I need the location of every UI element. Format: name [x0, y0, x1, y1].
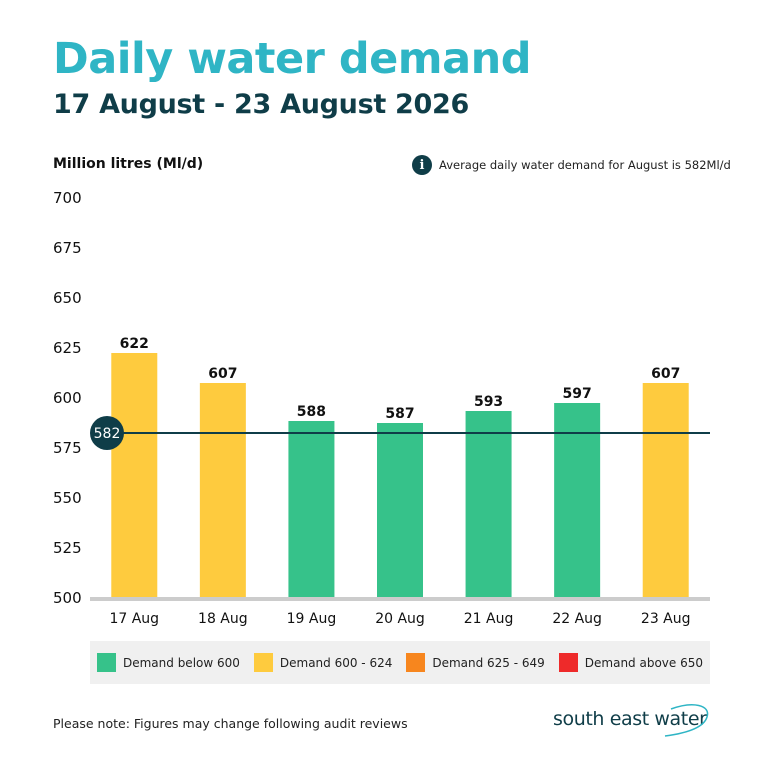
bar — [642, 383, 689, 597]
legend-item: Demand 625 - 649 — [406, 653, 545, 672]
info-icon: i — [412, 155, 432, 175]
x-tick-label: 23 Aug — [641, 611, 691, 627]
bar-value-label: 597 — [563, 386, 592, 402]
y-tick-label: 650 — [53, 289, 82, 307]
y-tick-label: 500 — [53, 589, 82, 607]
x-tick-label: 22 Aug — [552, 611, 602, 627]
bar-value-label: 607 — [651, 366, 680, 382]
bar-value-label: 587 — [385, 406, 414, 422]
y-tick-label: 525 — [53, 539, 82, 557]
y-tick-label: 675 — [53, 239, 82, 257]
bar — [288, 421, 335, 597]
bar — [199, 383, 246, 597]
legend-item: Demand above 650 — [558, 653, 703, 672]
bar — [377, 423, 423, 597]
chart-subtitle: 17 August - 23 August 2026 — [53, 89, 469, 120]
average-badge — [90, 416, 124, 450]
legend-swatch — [253, 653, 273, 672]
legend-label: Demand 600 - 624 — [279, 655, 393, 670]
y-axis-unit-label: Million litres (Ml/d) — [53, 156, 204, 172]
bar-value-label: 593 — [474, 394, 503, 410]
y-tick-label: 550 — [53, 489, 82, 507]
bar — [465, 411, 512, 597]
south-east-water-logo: south east water — [553, 700, 718, 740]
y-tick-label: 575 — [53, 439, 82, 457]
bar-value-label: 622 — [120, 336, 149, 352]
x-tick-label: 20 Aug — [375, 611, 425, 627]
legend-swatch — [96, 653, 116, 672]
average-note: i Average daily water demand for August … — [412, 155, 731, 175]
legend-label: Demand 625 - 649 — [432, 655, 545, 670]
legend-label: Demand below 600 — [122, 655, 240, 670]
legend: Demand below 600 Demand 600 - 624 Demand 6… — [90, 641, 710, 684]
y-tick-label: 625 — [53, 339, 82, 357]
chart-title: Daily water demand — [53, 34, 531, 84]
legend-item: Demand 600 - 624 — [253, 653, 393, 672]
bar — [554, 403, 601, 597]
average-note-text: Average daily water demand for August is… — [439, 158, 731, 172]
legend-label: Demand above 650 — [584, 655, 703, 670]
bar-value-label: 607 — [208, 366, 237, 382]
x-tick-label: 21 Aug — [464, 611, 514, 627]
average-badge-label: 582 — [94, 426, 121, 442]
logo-text: south east water — [553, 708, 707, 730]
y-tick-label: 700 — [53, 189, 82, 207]
bar — [111, 353, 158, 597]
audit-note: Please note: Figures may change followin… — [53, 716, 408, 731]
bar-value-label: 588 — [297, 404, 326, 420]
legend-item: Demand below 600 — [96, 653, 240, 672]
legend-swatch — [558, 653, 578, 672]
x-tick-label: 19 Aug — [287, 611, 337, 627]
logo-swoosh-icon — [664, 704, 709, 737]
x-tick-label: 17 Aug — [109, 611, 159, 627]
legend-swatch — [406, 653, 426, 672]
x-tick-label: 18 Aug — [198, 611, 248, 627]
y-tick-label: 600 — [53, 389, 82, 407]
